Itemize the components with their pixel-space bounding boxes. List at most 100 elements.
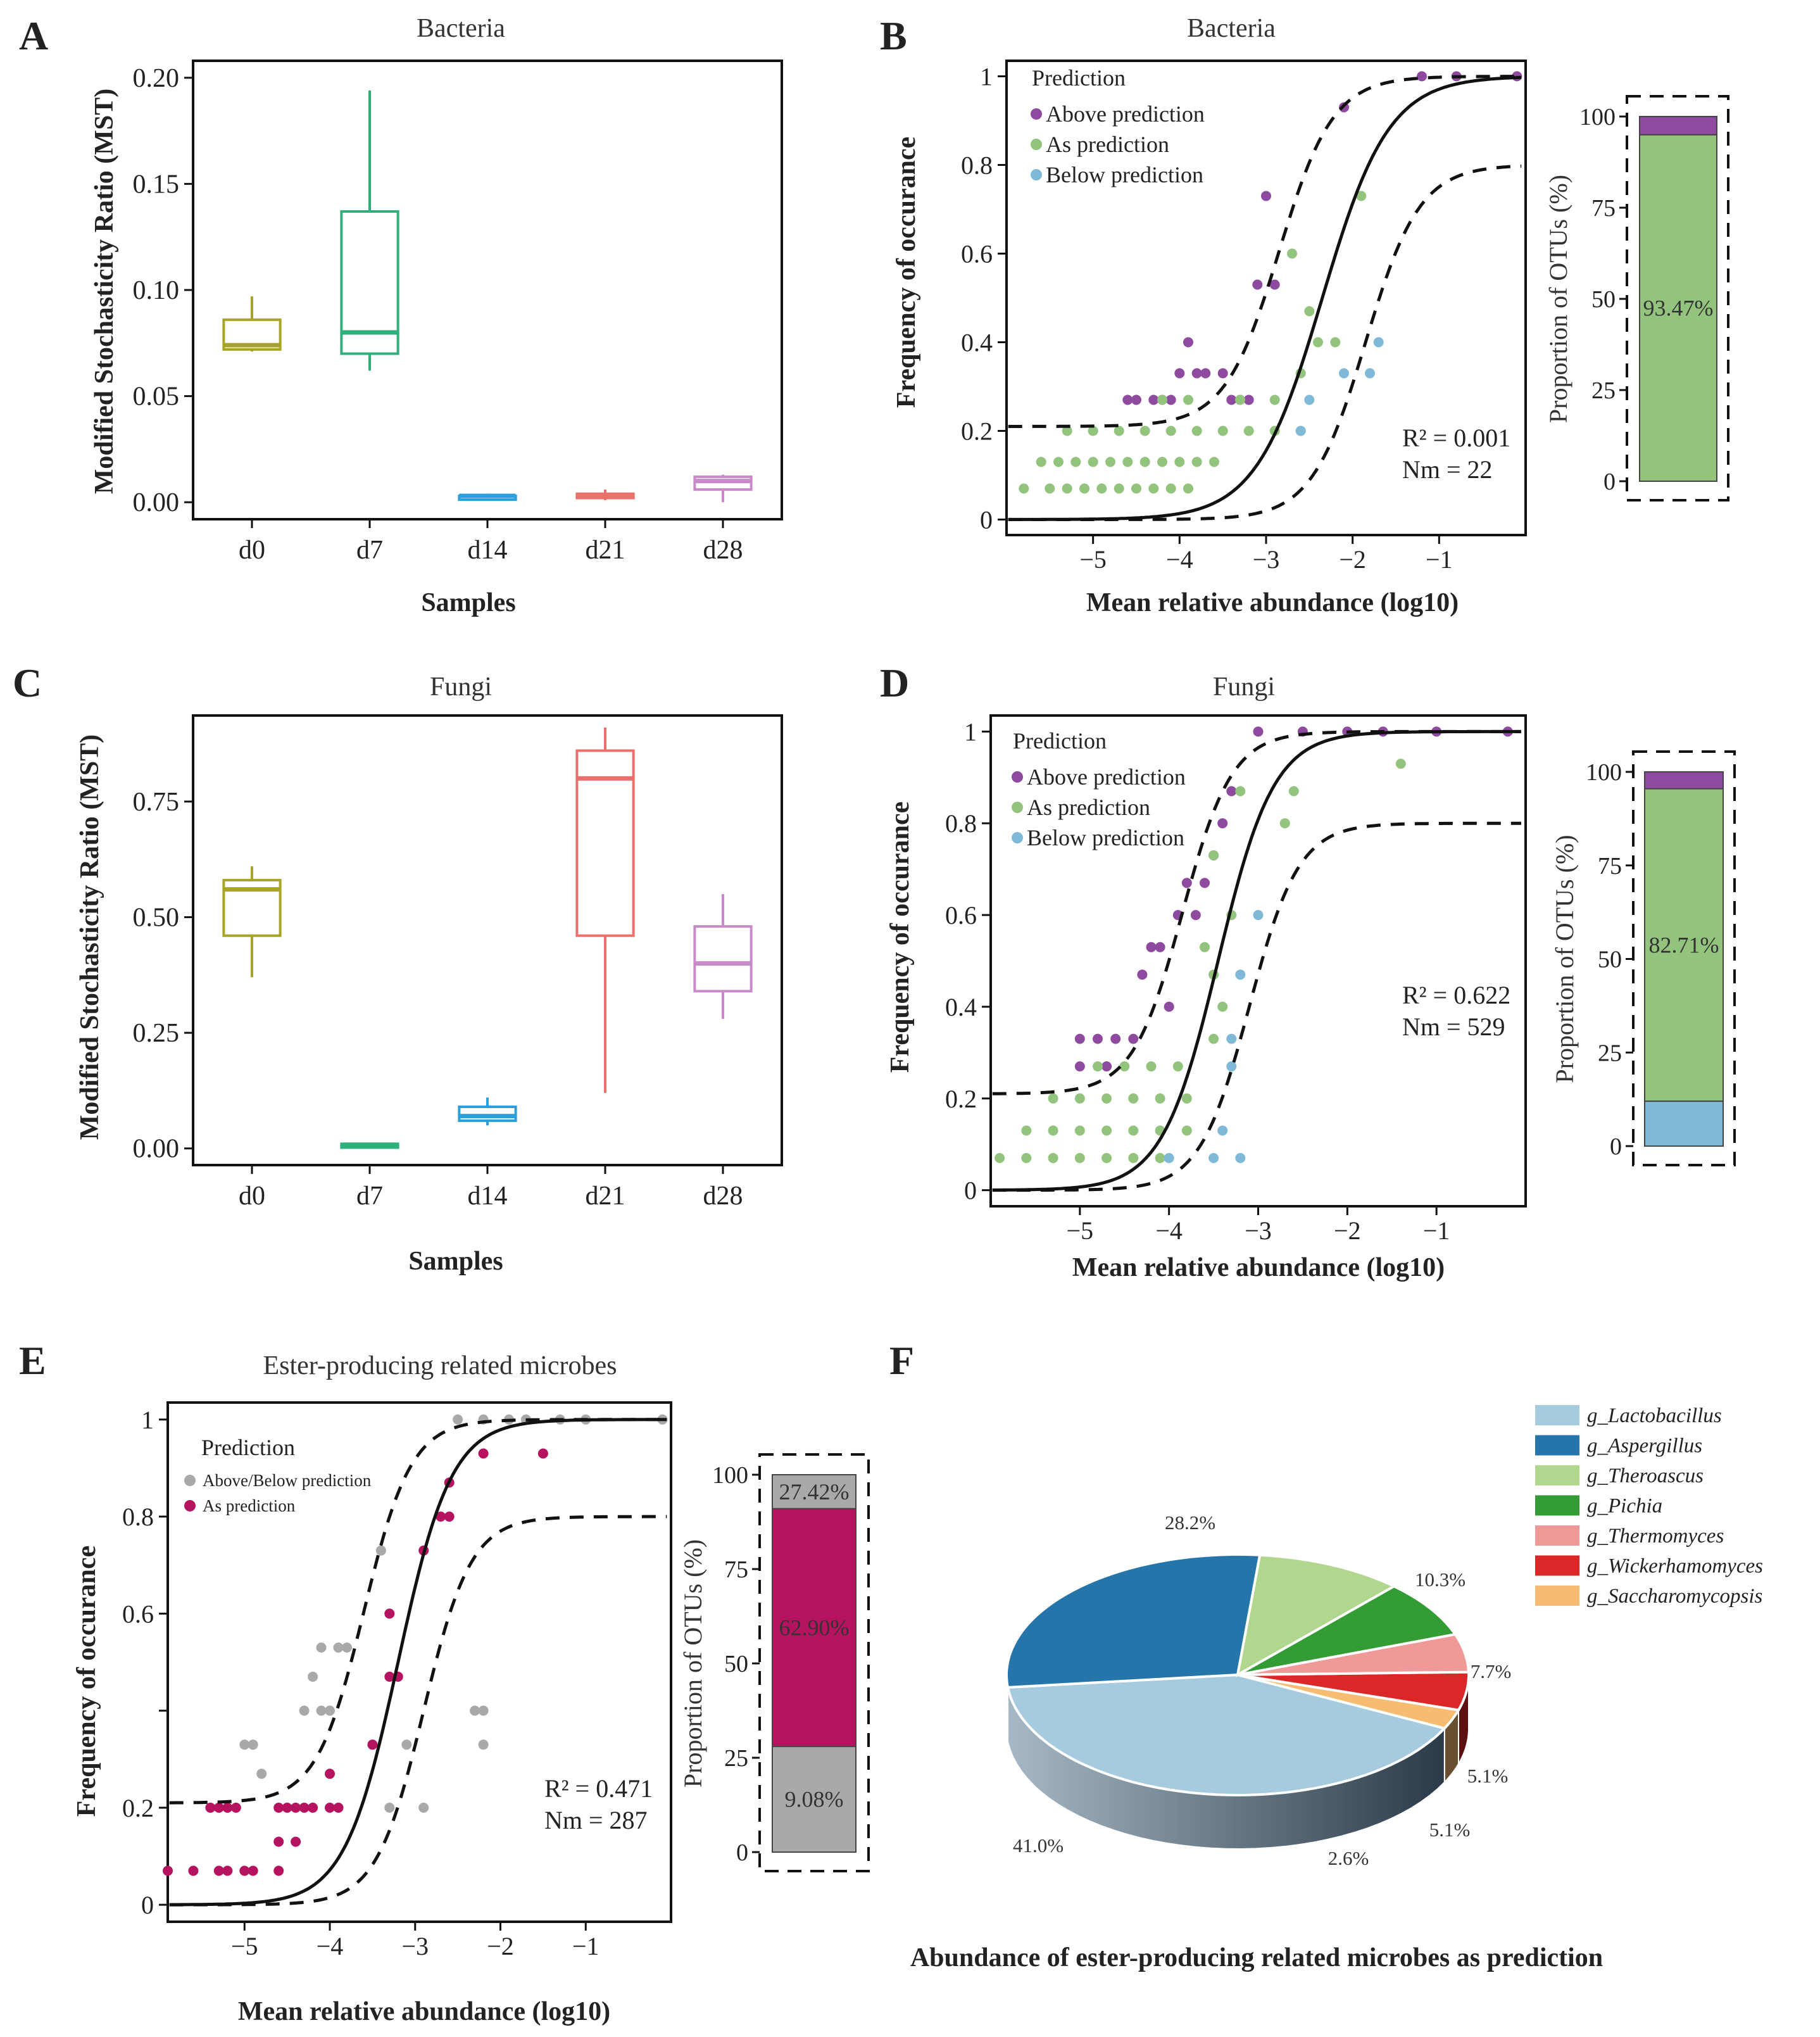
point-magenta: [291, 1802, 301, 1813]
point-above: [1226, 394, 1237, 405]
point-as: [1235, 394, 1245, 405]
legend-title: Prediction: [201, 1435, 295, 1460]
legend-as: As prediction: [1046, 132, 1169, 157]
point-magenta: [436, 1511, 446, 1522]
y-tick-label: 0: [736, 1839, 748, 1866]
point-as: [1217, 426, 1228, 436]
point-as: [1074, 1093, 1085, 1104]
legend-as: As prediction: [203, 1496, 296, 1515]
point-as: [1096, 483, 1107, 494]
pie-slice-g-lactobacillus: [1006, 1673, 1447, 1797]
plot-frame: [166, 1401, 672, 1923]
bar-segment-label: 9.08%: [785, 1787, 844, 1812]
panel-c-title: Fungi: [430, 672, 492, 702]
x-tick-label: −1: [1423, 1216, 1450, 1245]
x-tick-label: d28: [703, 1182, 743, 1211]
panel-d-ylabel: Frequency of occurance: [886, 802, 915, 1073]
point-below: [1373, 337, 1384, 348]
point-as: [1101, 1125, 1112, 1136]
point-magenta: [213, 1802, 224, 1813]
legend-title: Prediction: [1032, 65, 1126, 91]
panel-e-title: Ester-producing related microbes: [263, 1351, 617, 1380]
x-tick-label: d7: [356, 1182, 383, 1211]
y-tick-label: 0.15: [133, 170, 180, 199]
point-as: [1288, 786, 1299, 797]
x-tick-label: −5: [1067, 1216, 1094, 1245]
pie-legend-swatch: [1535, 1435, 1579, 1456]
x-tick-label: −2: [487, 1932, 514, 1960]
point-grey: [418, 1802, 429, 1813]
y-tick-label: 0.00: [133, 488, 180, 517]
x-tick-label: −4: [1155, 1216, 1183, 1245]
ci-lower-curve: [169, 1515, 667, 1907]
pie-pct-label: 7.7%: [1471, 1660, 1512, 1682]
legend-dot-as: [1012, 802, 1023, 813]
fit-curve: [992, 729, 1521, 1192]
point-above: [1122, 394, 1133, 405]
point-as: [1269, 394, 1280, 405]
panel-letter-c: C: [13, 660, 42, 705]
x-tick-label: d21: [586, 1182, 625, 1211]
pie-pct-label: 5.1%: [1429, 1819, 1471, 1841]
plot-frame: [192, 60, 783, 520]
point-as: [1304, 306, 1315, 317]
point-below: [1226, 1033, 1237, 1044]
point-above: [1131, 394, 1141, 405]
panel-b-bar: 0 25 50 75 100 Proportion of OTUs (%) 93.47%: [1544, 95, 1729, 501]
point-as: [1048, 1152, 1058, 1163]
pie-legend-swatch: [1535, 1495, 1579, 1516]
point-magenta: [205, 1802, 216, 1813]
point-magenta: [384, 1672, 395, 1682]
point-as: [1128, 1093, 1139, 1104]
point-magenta: [282, 1802, 292, 1813]
point-grey: [453, 1414, 463, 1425]
point-above: [1164, 1001, 1174, 1012]
panel-b-ylabel: Frequency of occurance: [892, 137, 921, 408]
point-as: [1155, 1152, 1165, 1163]
point-above: [1174, 368, 1185, 379]
panel-d-legend: Prediction Above prediction As predictio…: [1012, 728, 1186, 850]
point-as: [1209, 457, 1219, 467]
point-as: [1183, 483, 1193, 494]
x-tick-label: −1: [572, 1932, 599, 1960]
bar-segment: [1639, 134, 1717, 482]
point-as: [1053, 457, 1064, 467]
point-below: [1339, 368, 1349, 379]
panel-c-ylabel: Modified Stochasticity Ratio (MST): [75, 735, 104, 1140]
y-tick-label: 0.4: [945, 993, 977, 1021]
point-below: [1164, 1152, 1174, 1163]
panel-a-title: Bacteria: [417, 14, 505, 43]
point-above: [1165, 394, 1176, 405]
point-magenta: [299, 1802, 310, 1813]
point-magenta: [325, 1769, 335, 1779]
y-tick-label: 0.8: [945, 809, 977, 838]
y-tick-label: 25: [1598, 1040, 1622, 1066]
y-tick-label: 0: [1603, 469, 1616, 495]
x-tick-label: −4: [317, 1932, 344, 1960]
point-above: [1252, 279, 1263, 290]
point-below: [1253, 910, 1264, 921]
point-grey: [333, 1643, 344, 1653]
point-as: [1021, 1125, 1032, 1136]
panel-c-xlabel: Samples: [408, 1247, 503, 1276]
point-grey: [375, 1545, 386, 1556]
ci-upper-curve: [992, 729, 1521, 1095]
point-magenta: [273, 1802, 284, 1813]
point-magenta: [537, 1448, 548, 1459]
panel-a-xlabel: Samples: [421, 588, 515, 617]
point-grey: [248, 1739, 258, 1750]
panel-e-legend: Prediction Above/Below prediction As pre…: [184, 1435, 372, 1515]
y-tick-label: 0.20: [133, 64, 180, 93]
bar-segment: [1644, 788, 1724, 1102]
point-magenta: [222, 1802, 233, 1813]
panel-e-ylabel: Frequency of occurance: [72, 1546, 101, 1817]
point-magenta: [291, 1836, 301, 1847]
y-tick-label: 0.75: [133, 788, 180, 817]
point-magenta: [163, 1865, 173, 1876]
point-above: [1417, 71, 1427, 82]
point-above: [1217, 368, 1228, 379]
box-d7: [340, 210, 399, 355]
panel-letter-b: B: [880, 13, 907, 58]
legend-dot-above: [1031, 108, 1042, 120]
panel-letter-d: D: [880, 660, 909, 705]
